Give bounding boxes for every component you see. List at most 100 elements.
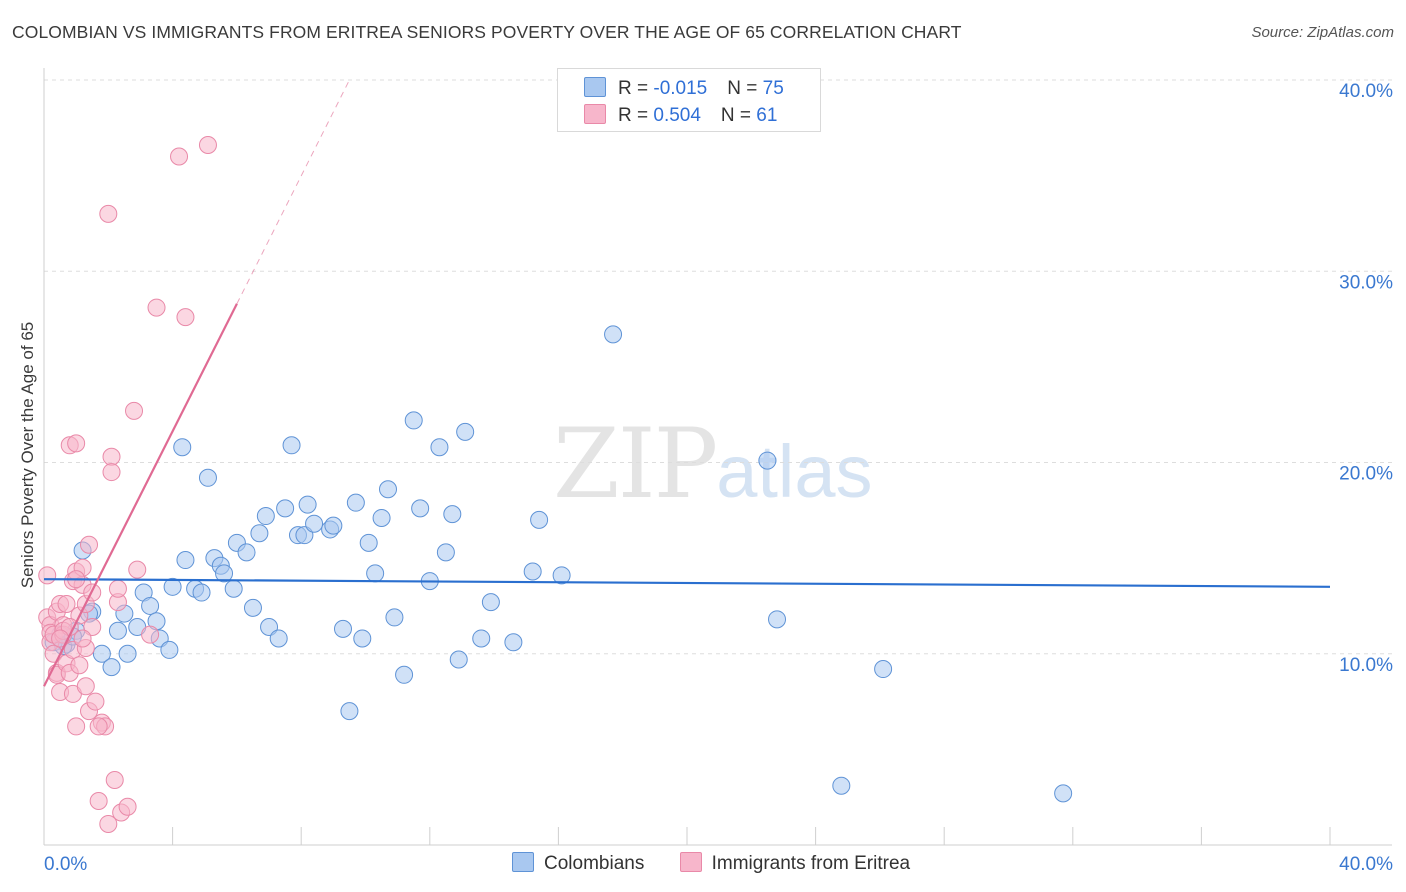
- y-tick-label: 10.0%: [1339, 655, 1393, 676]
- data-point-colombian: [192, 583, 211, 602]
- data-point-colombian: [404, 411, 423, 430]
- data-point-colombian: [118, 644, 137, 663]
- data-point-colombian: [141, 596, 160, 615]
- watermark-zip: ZIP: [553, 408, 718, 520]
- trend-line-eritrea: [43, 303, 238, 687]
- data-point-colombian: [108, 621, 127, 640]
- blue-swatch: [584, 77, 606, 97]
- data-point-eritrea: [57, 595, 76, 614]
- data-point-colombian: [102, 658, 121, 677]
- data-point-colombian: [224, 579, 243, 598]
- data-point-eritrea: [38, 566, 57, 585]
- source-credit: Source: ZipAtlas.com: [1251, 24, 1394, 41]
- data-point-colombian: [324, 516, 343, 535]
- data-point-colombian: [530, 510, 549, 529]
- n-label: N =: [727, 78, 763, 99]
- data-point-colombian: [215, 564, 234, 583]
- data-point-colombian: [256, 507, 275, 526]
- legend-label: Immigrants from Eritrea: [711, 853, 911, 874]
- watermark-atlas: atlas: [716, 430, 873, 513]
- data-point-eritrea: [73, 629, 92, 648]
- data-point-eritrea: [67, 717, 86, 736]
- n-value: 75: [762, 78, 784, 99]
- stats-legend-row-colombians: R = -0.015 N = 75: [584, 77, 784, 100]
- data-point-colombian: [340, 702, 359, 721]
- data-point-eritrea: [176, 308, 195, 327]
- data-point-colombian: [436, 543, 455, 562]
- data-point-colombian: [353, 629, 372, 648]
- data-point-colombian: [333, 619, 352, 638]
- data-point-eritrea: [147, 298, 166, 317]
- data-point-eritrea: [125, 401, 144, 420]
- legend-item-colombians[interactable]: Colombians: [512, 852, 644, 875]
- data-point-eritrea: [170, 147, 189, 166]
- data-point-colombian: [832, 776, 851, 795]
- stats-legend: R = -0.015 N = 75 R = 0.504 N = 61: [557, 68, 821, 132]
- data-point-eritrea: [89, 792, 108, 811]
- data-point-colombian: [298, 495, 317, 514]
- r-value: 0.504: [653, 105, 701, 126]
- data-point-colombian: [552, 566, 571, 585]
- data-point-eritrea: [102, 447, 121, 466]
- data-point-colombian: [366, 564, 385, 583]
- data-point-colombian: [92, 644, 111, 663]
- data-point-colombian: [758, 451, 777, 470]
- data-point-eritrea: [67, 434, 86, 453]
- y-axis-label: Seniors Poverty Over the Age of 65: [18, 321, 37, 589]
- data-point-colombian: [282, 436, 301, 455]
- data-point-colombian: [372, 508, 391, 527]
- data-point-colombian: [395, 665, 414, 684]
- data-point-colombian: [430, 438, 449, 457]
- data-point-colombian: [260, 617, 279, 636]
- data-point-colombian: [456, 422, 475, 441]
- data-point-colombian: [269, 629, 288, 648]
- data-point-eritrea: [108, 579, 127, 598]
- data-point-colombian: [523, 562, 542, 581]
- data-point-eritrea: [105, 770, 124, 789]
- data-point-eritrea: [76, 677, 95, 696]
- data-point-eritrea: [99, 814, 118, 833]
- data-point-colombian: [385, 608, 404, 627]
- y-tick-label: 20.0%: [1339, 464, 1393, 485]
- legend-label: Colombians: [544, 853, 645, 874]
- n-label: N =: [720, 105, 757, 126]
- data-point-colombian: [163, 577, 182, 596]
- data-point-colombian: [481, 593, 500, 612]
- data-point-colombian: [276, 499, 295, 518]
- data-point-colombian: [198, 468, 217, 487]
- y-tick-label: 40.0%: [1339, 81, 1393, 102]
- data-point-colombian: [250, 524, 269, 543]
- trend-line-colombian: [43, 578, 1331, 588]
- blue-swatch: [512, 852, 534, 872]
- data-point-eritrea: [141, 625, 160, 644]
- pink-swatch: [584, 104, 606, 124]
- data-point-eritrea: [102, 463, 121, 482]
- x-tick-label-min: 0.0%: [44, 854, 87, 875]
- stats-legend-row-eritrea: R = 0.504 N = 61: [584, 104, 777, 127]
- trend-extension-eritrea: [236, 79, 350, 304]
- x-tick-label-max: 40.0%: [1339, 854, 1393, 875]
- pink-swatch: [679, 852, 702, 872]
- legend-item-eritrea[interactable]: Immigrants from Eritrea: [679, 852, 911, 875]
- data-point-colombian: [874, 660, 893, 679]
- data-point-eritrea: [128, 560, 147, 579]
- data-point-colombian: [472, 629, 491, 648]
- data-point-colombian: [243, 598, 262, 617]
- y-tick-label: 30.0%: [1339, 272, 1393, 293]
- r-label: R =: [618, 78, 654, 99]
- data-point-colombian: [604, 325, 623, 344]
- data-point-colombian: [173, 438, 192, 457]
- data-point-colombian: [768, 610, 787, 629]
- watermark: ZIPatlas: [553, 408, 873, 520]
- n-value: 61: [756, 105, 778, 126]
- data-point-colombian: [346, 493, 365, 512]
- data-point-colombian: [411, 499, 430, 518]
- data-point-colombian: [295, 526, 314, 545]
- data-point-eritrea: [70, 656, 89, 675]
- data-point-eritrea: [80, 535, 99, 554]
- chart-title: COLOMBIAN VS IMMIGRANTS FROM ERITREA SEN…: [12, 22, 962, 42]
- data-point-colombian: [1054, 784, 1073, 803]
- data-point-colombian: [443, 505, 462, 524]
- r-value: -0.015: [653, 78, 708, 99]
